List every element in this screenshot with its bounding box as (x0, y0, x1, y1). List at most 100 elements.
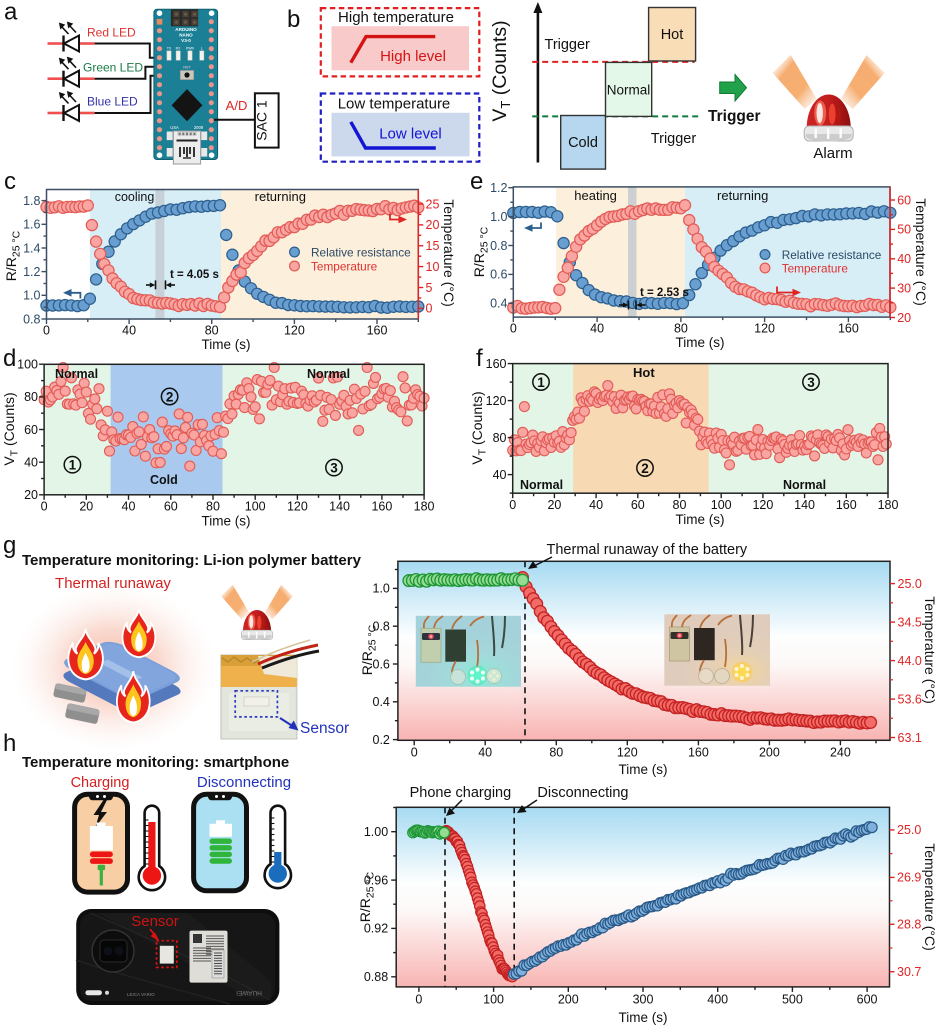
svg-text:120: 120 (754, 322, 775, 336)
svg-text:Time (s): Time (s) (202, 514, 251, 529)
svg-text:3: 3 (807, 375, 815, 390)
svg-text:V3-0: V3-0 (181, 38, 191, 43)
svg-text:Temperature (°C): Temperature (°C) (922, 596, 938, 704)
svg-text:PWR: PWR (186, 47, 194, 51)
svg-text:Time (s): Time (s) (676, 512, 725, 527)
svg-text:1.0: 1.0 (373, 582, 390, 596)
svg-text:80: 80 (206, 500, 220, 514)
svg-text:Time (s): Time (s) (619, 1010, 668, 1025)
svg-text:30.7: 30.7 (897, 965, 921, 979)
svg-text:Disconnecting: Disconnecting (537, 785, 628, 801)
svg-text:0.6: 0.6 (373, 657, 390, 671)
svg-text:120: 120 (752, 498, 773, 512)
svg-text:High temperature: High temperature (338, 9, 454, 26)
svg-text:140: 140 (794, 498, 815, 512)
svg-text:160: 160 (836, 498, 857, 512)
svg-text:15: 15 (426, 239, 440, 253)
svg-text:60: 60 (164, 500, 178, 514)
svg-text:RX: RX (176, 47, 181, 51)
svg-text:Trigger: Trigger (651, 131, 697, 147)
svg-text:30: 30 (897, 281, 911, 295)
svg-text:Relative resistance: Relative resistance (311, 246, 411, 260)
svg-text:A/D: A/D (226, 98, 248, 113)
svg-text:80: 80 (549, 745, 563, 759)
svg-text:Temperature (°C): Temperature (°C) (922, 843, 938, 951)
svg-text:80: 80 (24, 390, 38, 404)
svg-text:Blue LED: Blue LED (87, 95, 138, 109)
svg-text:Normal: Normal (783, 478, 826, 492)
svg-text:Thermal runaway of the battery: Thermal runaway of the battery (547, 542, 748, 558)
svg-text:TX: TX (167, 47, 172, 51)
svg-text:Relative resistance: Relative resistance (782, 248, 882, 262)
svg-text:40: 40 (493, 468, 507, 482)
svg-text:120: 120 (617, 745, 638, 759)
svg-text:240: 240 (830, 745, 851, 759)
svg-text:Red LED: Red LED (87, 26, 136, 40)
svg-text:180: 180 (878, 498, 899, 512)
svg-text:SAC 1: SAC 1 (254, 100, 270, 141)
svg-text:Low level: Low level (379, 126, 442, 143)
svg-text:60: 60 (24, 423, 38, 437)
svg-text:0: 0 (43, 324, 50, 338)
svg-text:80: 80 (205, 324, 219, 338)
svg-text:80: 80 (493, 431, 507, 445)
svg-text:Hot: Hot (661, 27, 684, 43)
svg-text:High level: High level (380, 48, 446, 65)
svg-text:160: 160 (688, 745, 709, 759)
svg-text:0.8: 0.8 (373, 620, 390, 634)
svg-text:t = 4.05 s: t = 4.05 s (170, 269, 219, 281)
svg-text:L: L (201, 47, 203, 51)
svg-text:Sensor: Sensor (300, 720, 349, 737)
svg-text:Temperature: Temperature (311, 260, 378, 274)
svg-text:Alarm: Alarm (813, 145, 852, 162)
svg-text:0.4: 0.4 (490, 297, 507, 311)
svg-text:Hot: Hot (633, 365, 655, 380)
svg-text:40: 40 (897, 252, 911, 266)
svg-text:2009: 2009 (194, 125, 204, 130)
svg-text:1: 1 (537, 375, 545, 390)
svg-text:40: 40 (590, 322, 604, 336)
svg-text:120: 120 (284, 324, 305, 338)
svg-text:0: 0 (41, 500, 48, 514)
svg-text:cooling: cooling (115, 190, 155, 204)
svg-text:Temperature (°C): Temperature (°C) (441, 199, 457, 307)
svg-text:Temperature (°C): Temperature (°C) (913, 198, 929, 306)
svg-text:Normal: Normal (607, 83, 651, 98)
svg-text:Time (s): Time (s) (202, 337, 251, 352)
svg-text:0.4: 0.4 (373, 695, 390, 709)
svg-text:34.5: 34.5 (898, 615, 922, 629)
svg-text:200: 200 (558, 992, 579, 1006)
svg-text:RST: RST (183, 66, 191, 70)
svg-text:0: 0 (426, 302, 433, 316)
svg-text:1.0: 1.0 (490, 210, 507, 224)
svg-text:0: 0 (510, 322, 517, 336)
svg-text:VT (Counts): VT (Counts) (1, 392, 21, 465)
svg-text:20: 20 (897, 311, 911, 325)
svg-text:0: 0 (509, 498, 516, 512)
svg-text:Sensor: Sensor (131, 913, 179, 930)
svg-text:Charging: Charging (71, 775, 130, 791)
svg-text:0.8: 0.8 (490, 239, 507, 253)
svg-text:25.0: 25.0 (898, 577, 922, 591)
svg-text:Time (s): Time (s) (619, 762, 668, 777)
svg-text:0.92: 0.92 (364, 922, 388, 936)
svg-text:80: 80 (673, 498, 687, 512)
svg-text:Temperature: Temperature (782, 262, 849, 276)
svg-text:Normal: Normal (520, 478, 563, 492)
svg-text:1: 1 (69, 458, 77, 473)
svg-text:100: 100 (245, 500, 266, 514)
svg-text:3: 3 (330, 461, 338, 476)
svg-text:25.0: 25.0 (897, 823, 921, 837)
svg-text:53.6: 53.6 (898, 692, 922, 706)
svg-text:returning: returning (717, 188, 768, 203)
svg-text:140: 140 (329, 500, 350, 514)
svg-text:Normal: Normal (55, 367, 98, 381)
svg-text:60: 60 (631, 498, 645, 512)
svg-text:200: 200 (759, 745, 780, 759)
svg-text:20: 20 (547, 498, 561, 512)
svg-text:20: 20 (79, 500, 93, 514)
svg-text:1.00: 1.00 (364, 825, 388, 839)
svg-text:63.1: 63.1 (898, 731, 922, 745)
svg-text:400: 400 (707, 992, 728, 1006)
svg-text:120: 120 (486, 394, 507, 408)
